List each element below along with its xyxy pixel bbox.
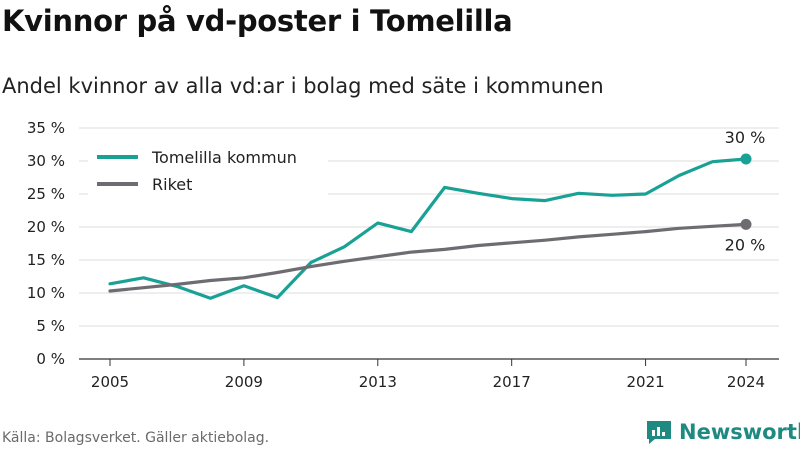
- chart-title: Kvinnor på vd-poster i Tomelilla: [2, 4, 513, 38]
- x-tick-label: 2021: [626, 373, 664, 391]
- y-tick-label: 0 %: [36, 350, 65, 368]
- y-tick-label: 20 %: [27, 218, 65, 236]
- x-tick-label: 2024: [727, 373, 765, 391]
- legend-background: [88, 141, 328, 196]
- x-tick-label: 2009: [225, 373, 263, 391]
- legend: Tomelilla kommun Riket: [88, 141, 328, 196]
- bar-chart-logo-icon: [647, 421, 671, 444]
- y-tick-label: 5 %: [36, 317, 65, 335]
- x-tick-label: 2013: [359, 373, 397, 391]
- end-labels: 30 % 20 %: [725, 128, 766, 254]
- series-endpoint-0: [740, 153, 752, 165]
- y-tick-label: 25 %: [27, 185, 65, 203]
- series-line-1: [108, 222, 748, 293]
- y-tick-label: 30 %: [27, 152, 65, 170]
- legend-label: Riket: [152, 175, 192, 194]
- brand-name: Newsworthy: [679, 420, 800, 444]
- legend-label: Tomelilla kommun: [151, 148, 297, 167]
- y-tick-label: 35 %: [27, 119, 65, 137]
- x-tick-label: 2017: [493, 373, 531, 391]
- y-tick-label: 15 %: [27, 251, 65, 269]
- series-endpoint-1: [740, 218, 752, 230]
- axes: 0 % 5 % 10 % 15 % 20 % 25 % 30 % 35 % 2005 2009 20…: [27, 119, 765, 391]
- x-tick-label: 2005: [91, 373, 129, 391]
- brand-logo: Newsworthy: [645, 419, 800, 445]
- series-line-0: [108, 157, 748, 300]
- end-value-label: 20 %: [725, 235, 766, 254]
- chart-subtitle: Andel kvinnor av alla vd:ar i bolag med …: [2, 74, 604, 98]
- y-tick-label: 10 %: [27, 284, 65, 302]
- end-value-label: 30 %: [725, 128, 766, 147]
- source-note: Källa: Bolagsverket. Gäller aktiebolag.: [2, 430, 270, 446]
- series-lines: [108, 153, 752, 300]
